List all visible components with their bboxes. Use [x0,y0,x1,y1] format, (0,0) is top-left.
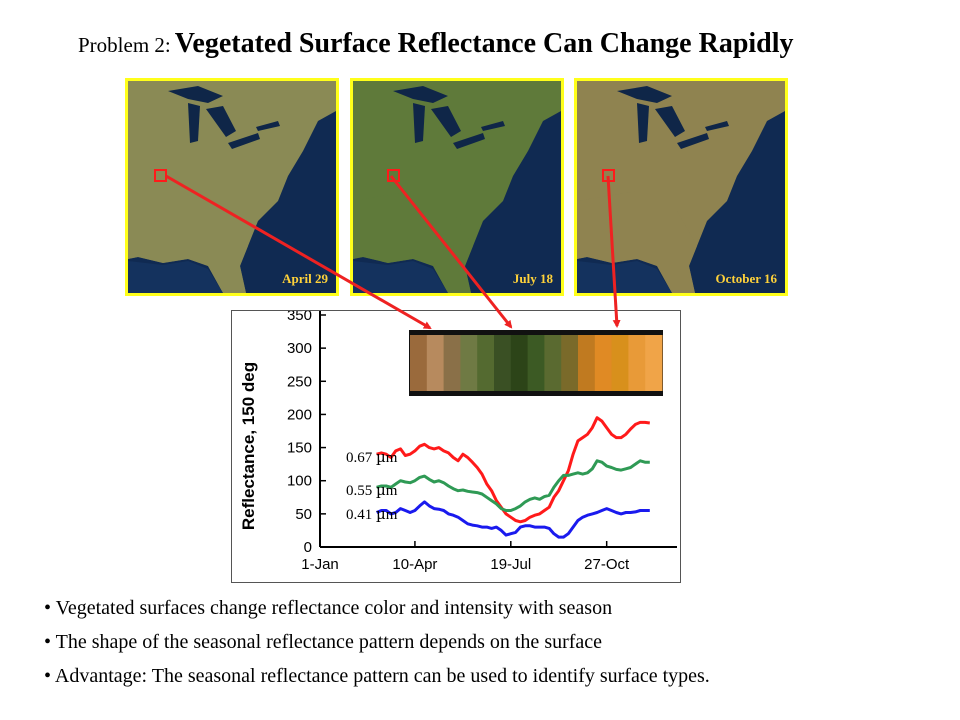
series-label: 0.67 µm [346,448,398,466]
color-strip-band [426,335,445,391]
color-strip-band [578,335,596,391]
series-line-1 [376,459,650,512]
satellite-map-image [353,81,561,293]
color-strip-band [410,335,428,391]
bullet-2: • The shape of the seasonal reflectance … [44,631,603,653]
series-label-part: 0.67 [346,450,376,466]
y-tick-label: 300 [287,340,312,357]
panel-date-label: October 16 [715,271,778,286]
slide-title: Problem 2: Vegetated Surface Reflectance… [78,28,938,60]
color-strip-band [544,335,562,391]
bullet-3: • Advantage: The seasonal reflectance pa… [44,665,710,687]
y-tick-label: 200 [287,406,312,423]
chart-canvas: 0 50 100 150 200 250 300 350 1-Jan 10-Apr 19-Jul 27… [239,311,677,573]
y-tick-label: 100 [287,473,312,490]
satellite-image-october: October 16 [574,78,788,296]
title-prefix: Problem 2: [78,33,171,57]
color-strip-band [594,335,613,391]
sample-area-marker [154,169,167,182]
series-line-2 [376,500,650,539]
color-strip-band [494,335,512,391]
color-strip-band [510,335,529,391]
sample-area-marker [387,169,400,182]
series-label-part: 0.55 [346,483,376,499]
x-tick-label: 1-Jan [301,556,339,573]
satellite-map-image [577,81,785,293]
bullet-1: • Vegetated surfaces change reflectance … [44,597,613,619]
series-label-part: µ [376,505,386,523]
color-strip-band [460,335,478,391]
panel-date-label: April 29 [282,271,328,286]
series-label-part: m [386,507,398,523]
satellite-image-april: April 29 [125,78,339,296]
y-tick-label: 350 [287,311,312,324]
title-main: Vegetated Surface Reflectance Can Change… [174,28,794,59]
color-strip-band [611,335,629,391]
reflectance-chart: 0 50 100 150 200 250 300 350 1-Jan 10-Apr 19-Jul 27… [231,310,681,583]
series-label-part: m [386,450,398,466]
x-tick-label: 10-Apr [392,556,437,573]
sample-area-marker [602,169,615,182]
color-strip-band [628,335,646,391]
series-label-part: m [386,483,398,499]
series-label: 0.55 µm [346,481,398,499]
color-strip-band [477,335,495,391]
color-strip-band [443,335,461,391]
y-tick-label: 250 [287,373,312,390]
color-strip-band [561,335,579,391]
y-tick-label: 150 [287,440,312,457]
color-strip-band [527,335,545,391]
y-axis-label: Reflectance, 150 deg [239,362,258,530]
series-line-0 [376,416,650,524]
series-label-part: 0.41 [346,507,376,523]
series-label-part: µ [376,448,386,466]
series-label: 0.41 µm [346,505,398,523]
seasonal-color-strip [409,330,663,396]
y-tick-label: 50 [295,506,312,523]
y-tick-label: 0 [304,539,312,556]
satellite-map-image [128,81,336,293]
x-tick-label: 27-Oct [584,556,630,573]
color-strip-band [645,335,663,391]
satellite-image-july: July 18 [350,78,564,296]
series-label-part: µ [376,481,386,499]
panel-date-label: July 18 [512,271,553,286]
x-tick-label: 19-Jul [490,556,531,573]
